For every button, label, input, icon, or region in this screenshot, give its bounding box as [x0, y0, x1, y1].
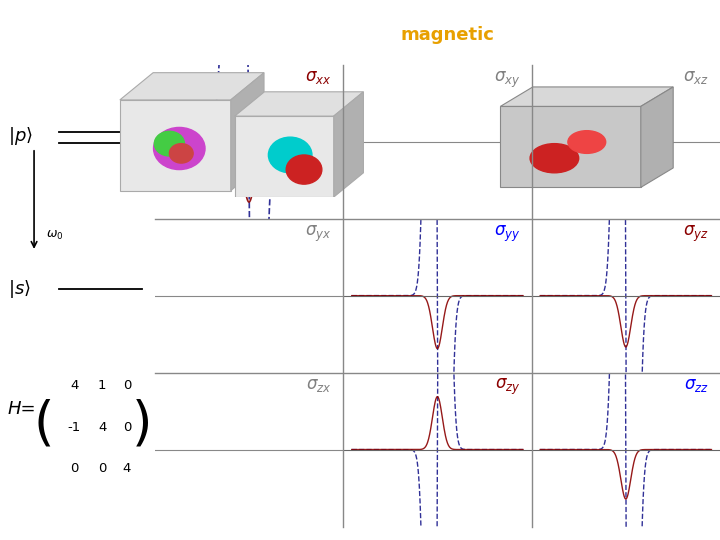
Polygon shape	[641, 87, 673, 187]
Text: ): )	[132, 399, 153, 451]
Text: $\sigma_{xx}$: $\sigma_{xx}$	[305, 70, 332, 86]
Text: 0: 0	[122, 421, 131, 434]
Circle shape	[530, 144, 579, 173]
Polygon shape	[334, 92, 364, 197]
Text: $|s\rangle$: $|s\rangle$	[8, 278, 31, 300]
Text: 4: 4	[98, 421, 107, 434]
Text: $\sigma_{zz}$: $\sigma_{zz}$	[684, 377, 708, 394]
Text: H=: H=	[8, 400, 37, 418]
Text: -1: -1	[68, 421, 81, 434]
Text: $|p\rangle$: $|p\rangle$	[8, 125, 32, 147]
Circle shape	[269, 137, 312, 173]
Polygon shape	[500, 87, 673, 106]
Circle shape	[568, 131, 606, 153]
Polygon shape	[120, 73, 264, 100]
Polygon shape	[235, 116, 334, 197]
Polygon shape	[231, 73, 264, 191]
Text: 1: 1	[98, 379, 107, 392]
Text: magnetic: magnetic	[401, 26, 495, 44]
Text: 4: 4	[70, 379, 78, 392]
Text: 0: 0	[70, 462, 78, 475]
Circle shape	[169, 144, 193, 163]
Circle shape	[154, 131, 184, 156]
Text: $\sigma_{yz}$: $\sigma_{yz}$	[683, 224, 708, 244]
Text: The conductivity tensor (σ) in  materials: The conductivity tensor (σ) in materials	[155, 26, 565, 44]
Text: $\omega_0$: $\omega_0$	[47, 229, 64, 242]
Text: $\sigma_{yx}$: $\sigma_{yx}$	[305, 224, 332, 244]
Text: $\sigma_{yy}$: $\sigma_{yy}$	[494, 224, 521, 244]
Text: $\sigma_{zx}$: $\sigma_{zx}$	[306, 377, 332, 394]
Polygon shape	[120, 100, 231, 191]
Text: $\sigma_{zy}$: $\sigma_{zy}$	[495, 377, 521, 397]
Text: 0: 0	[122, 379, 131, 392]
Circle shape	[287, 155, 322, 184]
Text: $\sigma_{xy}$: $\sigma_{xy}$	[494, 70, 521, 90]
Text: $\sigma_{xz}$: $\sigma_{xz}$	[683, 70, 708, 86]
Text: (: (	[33, 399, 53, 451]
Text: 0: 0	[98, 462, 107, 475]
Polygon shape	[235, 92, 364, 116]
Text: 4: 4	[122, 462, 131, 475]
Polygon shape	[500, 106, 641, 187]
Circle shape	[153, 127, 205, 170]
